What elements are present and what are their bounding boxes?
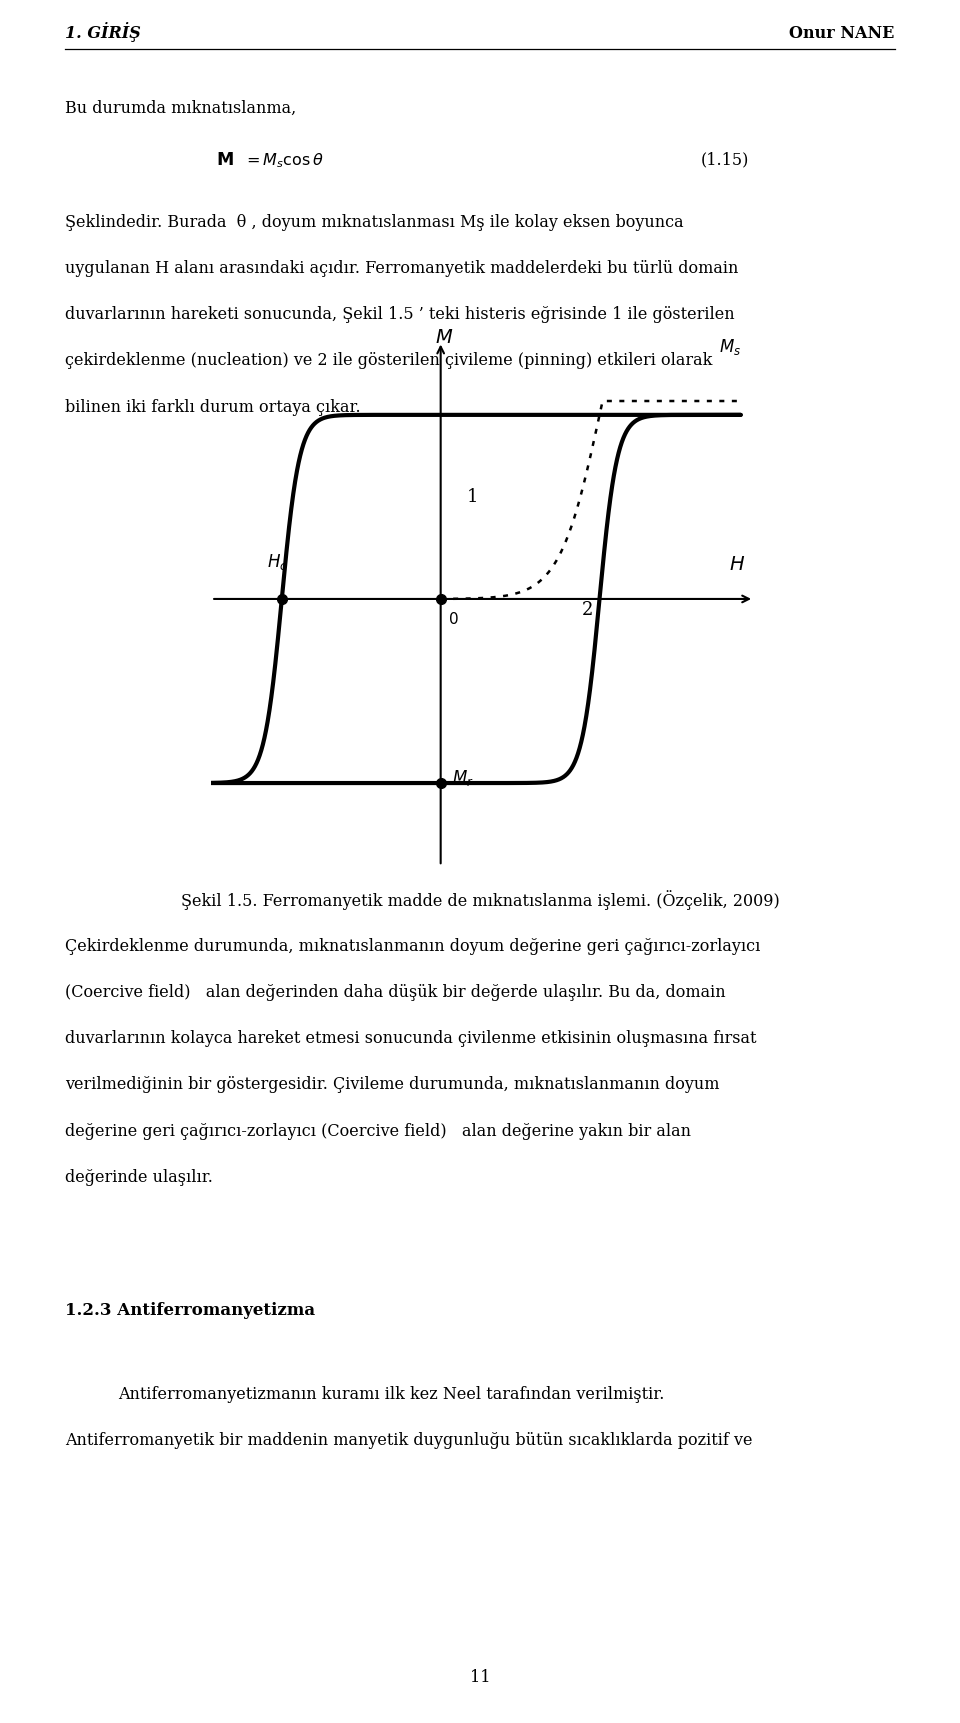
Text: Şeklindedir. Burada  θ , doyum mıknatıslanması Mş ile kolay eksen boyunca: Şeklindedir. Burada θ , doyum mıknatısla… xyxy=(65,214,684,231)
Text: (Coercive field)   alan değerinden daha düşük bir değerde ulaşılır. Bu da, domai: (Coercive field) alan değerinden daha dü… xyxy=(65,984,726,1001)
Text: 2: 2 xyxy=(582,601,593,619)
Text: Şekil 1.5. Ferromanyetik madde de mıknatıslanma işlemi. (Özçelik, 2009): Şekil 1.5. Ferromanyetik madde de mıknat… xyxy=(180,889,780,910)
Text: $H$: $H$ xyxy=(729,555,745,574)
Text: uygulanan H alanı arasındaki açıdır. Ferromanyetik maddelerdeki bu türlü domain: uygulanan H alanı arasındaki açıdır. Fer… xyxy=(65,260,738,277)
Text: 1.2.3 Antiferromanyetizma: 1.2.3 Antiferromanyetizma xyxy=(65,1301,316,1318)
Text: Antiferromanyetik bir maddenin manyetik duygunluğu bütün sıcaklıklarda pozitif v: Antiferromanyetik bir maddenin manyetik … xyxy=(65,1432,753,1449)
Text: 1. GİRİŞ: 1. GİRİŞ xyxy=(65,22,141,41)
Text: $\mathbf{M}$: $\mathbf{M}$ xyxy=(216,152,233,169)
Text: duvarlarının hareketi sonucunda, Şekil 1.5 ’ teki histeris eğrisinde 1 ile göste: duvarlarının hareketi sonucunda, Şekil 1… xyxy=(65,307,735,322)
Text: bilinen iki farklı durum ortaya çıkar.: bilinen iki farklı durum ortaya çıkar. xyxy=(65,398,361,415)
Text: Çekirdeklenme durumunda, mıknatıslanmanın doyum değerine geri çağırıcı-zorlayıcı: Çekirdeklenme durumunda, mıknatıslanmanı… xyxy=(65,937,760,955)
Text: Bu durumda mıknatıslanma,: Bu durumda mıknatıslanma, xyxy=(65,100,297,117)
Text: değerine geri çağırıcı-zorlayıcı (Coercive field)   alan değerine yakın bir alan: değerine geri çağırıcı-zorlayıcı (Coerci… xyxy=(65,1122,691,1139)
Text: duvarlarının kolayca hareket etmesi sonucunda çivilenme etkisinin oluşmasına fır: duvarlarının kolayca hareket etmesi sonu… xyxy=(65,1030,756,1046)
Text: 11: 11 xyxy=(469,1668,491,1685)
Text: (1.15): (1.15) xyxy=(701,152,749,169)
Text: çekirdeklenme (nucleation) ve 2 ile gösterilen çivileme (pinning) etkileri olara: çekirdeklenme (nucleation) ve 2 ile göst… xyxy=(65,351,712,369)
Text: $H_c$: $H_c$ xyxy=(267,551,288,572)
Text: verilmediğinin bir göstergesidir. Çivileme durumunda, mıknatıslanmanın doyum: verilmediğinin bir göstergesidir. Çivile… xyxy=(65,1075,720,1092)
Text: $M$: $M$ xyxy=(435,327,453,346)
Text: $M_s$: $M_s$ xyxy=(719,336,741,357)
Text: 1: 1 xyxy=(468,488,479,507)
Text: Antiferromanyetizmanın kuramı ilk kez Neel tarafından verilmiştir.: Antiferromanyetizmanın kuramı ilk kez Ne… xyxy=(118,1385,664,1403)
Text: değerinde ulaşılır.: değerinde ulaşılır. xyxy=(65,1168,213,1185)
Text: $M_r$: $M_r$ xyxy=(452,768,474,787)
Text: 0: 0 xyxy=(449,612,459,627)
Text: $=M_s\cos\theta$: $=M_s\cos\theta$ xyxy=(243,152,324,171)
Text: Onur NANE: Onur NANE xyxy=(789,26,895,41)
